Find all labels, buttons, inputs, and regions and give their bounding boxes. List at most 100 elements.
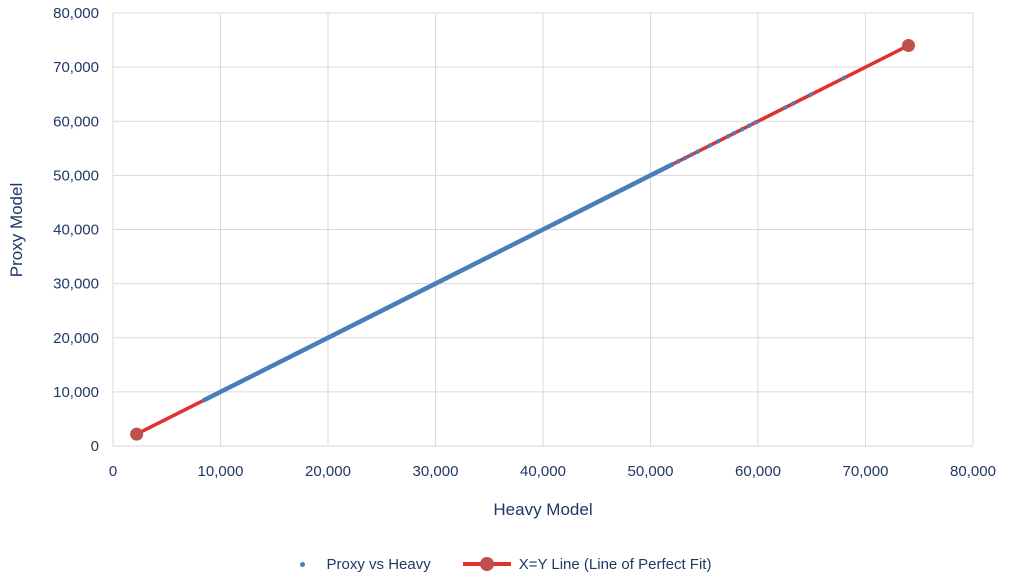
data-point [379, 308, 384, 313]
data-point [621, 186, 626, 192]
data-point [395, 300, 401, 305]
y-tick-label: 50,000 [53, 167, 99, 184]
data-point [791, 101, 796, 106]
data-point [747, 123, 752, 128]
x-tick-label: 20,000 [305, 463, 351, 480]
data-point [250, 373, 255, 378]
legend-item-proxy-vs-heavy: Proxy vs Heavy [299, 555, 431, 573]
data-point [669, 162, 675, 167]
proxy-vs-heavy-points [202, 75, 847, 403]
data-point [519, 238, 524, 243]
x-tick-label: 0 [109, 463, 117, 480]
data-point [841, 75, 847, 81]
data-point [207, 395, 212, 400]
data-point [433, 281, 438, 286]
data-point [315, 340, 320, 346]
data-point [277, 359, 282, 365]
data-point [422, 286, 427, 292]
legend-dot-marker [299, 561, 305, 567]
data-point [524, 235, 530, 240]
data-point [427, 284, 433, 289]
data-point [229, 384, 234, 389]
data-point [449, 273, 454, 278]
data-point [417, 289, 422, 294]
data-point [739, 127, 745, 132]
data-point [556, 219, 562, 224]
data-point [676, 159, 681, 164]
data-point [363, 316, 368, 322]
x-axis-tick-labels: 0 10,000 20,000 30,000 40,000 50,000 60,000 70,… [109, 463, 996, 480]
y-tick-label: 30,000 [53, 276, 99, 293]
legend-label-perfect-fit: X=Y Line (Line of Perfect Fit) [518, 555, 712, 573]
data-point [406, 294, 411, 300]
data-point [347, 324, 352, 330]
x-tick-label: 60,000 [735, 463, 781, 480]
data-point [530, 232, 535, 238]
data-point [653, 170, 659, 175]
data-point [336, 330, 341, 335]
data-point [481, 257, 487, 262]
data-point [725, 134, 731, 139]
y-tick-label: 10,000 [53, 384, 99, 401]
legend-label-proxy-vs-heavy: Proxy vs Heavy [326, 555, 431, 573]
data-point [304, 346, 309, 351]
data-point [309, 343, 315, 349]
data-point [540, 227, 546, 232]
perfect-fit-endpoint-marker [130, 427, 144, 441]
data-point [583, 205, 589, 211]
data-point [255, 370, 261, 376]
data-point [465, 265, 470, 270]
data-point [637, 178, 642, 183]
data-point [648, 173, 653, 178]
data-point [352, 322, 358, 327]
data-point [487, 254, 492, 259]
data-point [689, 152, 694, 158]
data-point [642, 175, 648, 181]
data-point [401, 297, 406, 303]
data-point [298, 349, 304, 354]
data-point [546, 224, 551, 229]
data-point [508, 243, 513, 248]
data-point [513, 240, 519, 246]
data-point [497, 248, 503, 254]
data-point [782, 105, 788, 110]
data-point [605, 194, 610, 200]
legend-item-perfect-fit: X=Y Line (Line of Perfect Fit) [462, 555, 712, 573]
data-point [578, 208, 583, 213]
data-point [282, 357, 288, 362]
data-point [599, 197, 605, 202]
legend-line-marker [462, 557, 511, 571]
y-axis-title: Proxy Model [7, 183, 26, 277]
data-point [293, 351, 298, 357]
x-tick-label: 10,000 [198, 463, 244, 480]
data-point [573, 211, 578, 216]
data-point [753, 120, 759, 125]
data-point [562, 216, 567, 221]
data-point [476, 259, 481, 265]
data-point [632, 181, 637, 186]
data-point [411, 292, 417, 297]
x-tick-label: 40,000 [520, 463, 566, 480]
data-point [384, 305, 390, 311]
data-point [368, 313, 374, 319]
data-point [245, 376, 250, 381]
data-point [444, 276, 449, 281]
data-point [266, 365, 272, 370]
scatter-chart: 0 10,000 20,000 30,000 40,000 50,000 60,000 70,… [7, 5, 996, 519]
data-point [695, 149, 700, 154]
data-point [223, 386, 229, 392]
x-tick-label: 30,000 [413, 463, 459, 480]
data-point [460, 267, 465, 273]
dense-point-band [202, 162, 675, 403]
data-point [610, 192, 616, 197]
data-point [374, 311, 379, 316]
y-tick-label: 40,000 [53, 222, 99, 239]
data-point [331, 332, 336, 338]
y-tick-label: 0 [91, 438, 99, 455]
y-tick-label: 60,000 [53, 113, 99, 130]
data-point [535, 230, 540, 235]
data-point [272, 362, 277, 368]
y-axis-tick-labels: 0 10,000 20,000 30,000 40,000 50,000 60,000 70,… [53, 5, 99, 455]
data-point [594, 200, 599, 205]
data-point [390, 303, 395, 308]
